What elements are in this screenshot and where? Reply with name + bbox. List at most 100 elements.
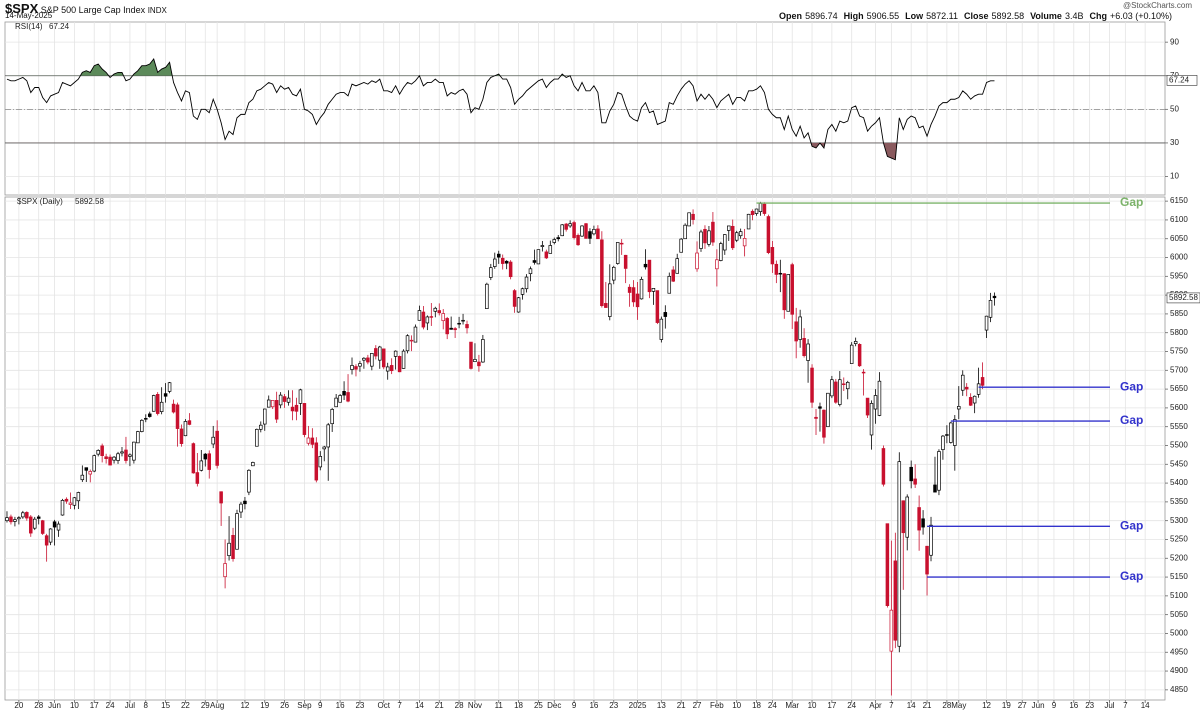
x-tick-label: Jul: [125, 701, 135, 710]
x-tick-label: 20: [14, 701, 23, 710]
candle-body: [32, 518, 37, 529]
candle-body: [64, 498, 69, 502]
gap-label: Gap: [1120, 195, 1143, 209]
x-tick-label: 14: [415, 701, 424, 710]
candle-body: [318, 456, 323, 468]
candle-body: [520, 288, 525, 295]
candle-body: [378, 346, 382, 361]
candle-body: [719, 243, 723, 261]
candle-body: [619, 242, 624, 245]
candle-body: [960, 374, 965, 391]
candle-body: [746, 213, 751, 230]
candle-body: [608, 283, 612, 317]
candle-body: [227, 542, 231, 556]
candle-body: [734, 232, 739, 241]
x-tick-label: 9: [318, 701, 323, 710]
date: 14-May-2025: [5, 11, 53, 20]
x-tick-label: 26: [280, 701, 289, 710]
candle-body: [861, 371, 866, 374]
quote-label: Close: [964, 11, 989, 21]
x-tick-label: May: [951, 701, 966, 710]
panel-title: $SPX (Daily): [17, 197, 63, 206]
y-tick-label: 5550: [1170, 422, 1188, 431]
x-tick-label: 9: [572, 701, 577, 710]
candle-body: [243, 500, 247, 505]
candle-body: [754, 208, 759, 214]
candle-body: [88, 471, 93, 475]
x-tick-label: 19: [1002, 701, 1011, 710]
candle-body: [564, 223, 568, 230]
candle-body: [342, 391, 346, 396]
candle-body: [592, 228, 596, 235]
candle-body: [167, 382, 172, 392]
x-tick-label: 7: [1123, 701, 1128, 710]
x-tick-label: 24: [768, 701, 777, 710]
x-tick-label: 24: [106, 701, 115, 710]
x-tick-label: Mar: [785, 701, 799, 710]
quote-value: 3.4B: [1064, 11, 1084, 21]
candle-body: [615, 242, 620, 264]
candle-body: [782, 273, 787, 311]
y-tick-label: 6000: [1170, 253, 1188, 262]
y-tick-label: 6100: [1170, 215, 1188, 224]
credit: @StockCharts.com: [1122, 1, 1192, 10]
y-tick-label: 30: [1170, 138, 1179, 147]
x-tick-label: 27: [693, 701, 702, 710]
x-tick-label: 28: [942, 701, 951, 710]
candle-body: [806, 343, 810, 361]
candle-body: [231, 534, 235, 559]
y-tick-label: 5250: [1170, 535, 1188, 544]
x-tick-label: 10: [732, 701, 741, 710]
candle-body: [159, 401, 164, 413]
candle-body: [84, 467, 89, 471]
candle-body: [524, 276, 529, 290]
candle-body: [100, 445, 104, 456]
candle-body: [290, 406, 295, 412]
candle-body: [461, 319, 465, 322]
candle-body: [179, 428, 184, 444]
candle-body: [473, 359, 477, 363]
candle-body: [762, 203, 767, 214]
candle-body: [346, 392, 350, 402]
x-tick-label: 12: [240, 701, 249, 710]
y-tick-label: 5050: [1170, 610, 1188, 619]
y-tick-label: 6150: [1170, 196, 1188, 205]
x-tick-label: 16: [1069, 701, 1078, 710]
candle-body: [235, 513, 239, 550]
candle-body: [80, 474, 85, 481]
y-tick-label: 5600: [1170, 403, 1188, 412]
quote-label: Volume: [1030, 11, 1062, 21]
candle-body: [104, 456, 108, 460]
candle-body: [758, 203, 763, 213]
quote-value: 5892.58: [991, 11, 1025, 21]
candle-body: [964, 386, 969, 390]
candle-body: [314, 442, 319, 481]
candle-body: [155, 394, 160, 414]
candle-body: [263, 408, 267, 425]
candle-body: [623, 254, 628, 269]
index-name: S&P 500 Large Cap Index: [40, 5, 146, 15]
candle-body: [980, 377, 985, 386]
panel-last-value: 67.24: [49, 22, 70, 31]
candle-body: [976, 383, 981, 395]
candle-body: [389, 365, 394, 372]
candle-body: [984, 315, 989, 331]
candle-body: [496, 253, 501, 258]
candle-body: [885, 523, 890, 606]
x-tick-label: Oct: [378, 701, 391, 710]
candle-body: [576, 234, 580, 246]
quote-label: High: [843, 11, 864, 21]
candle-body: [171, 403, 176, 413]
candle-body: [683, 224, 687, 240]
candle-body: [108, 456, 112, 466]
candle-body: [286, 397, 291, 403]
candle-body: [968, 397, 973, 406]
candle-body: [322, 446, 326, 450]
x-tick-label: 7: [889, 701, 894, 710]
candle-body: [818, 406, 822, 409]
panel-last-value: 5892.58: [75, 197, 104, 206]
x-tick-label: Apr: [869, 701, 882, 710]
candle-body: [548, 245, 553, 254]
candle-body: [838, 379, 842, 405]
y-tick-label: 5100: [1170, 591, 1188, 600]
